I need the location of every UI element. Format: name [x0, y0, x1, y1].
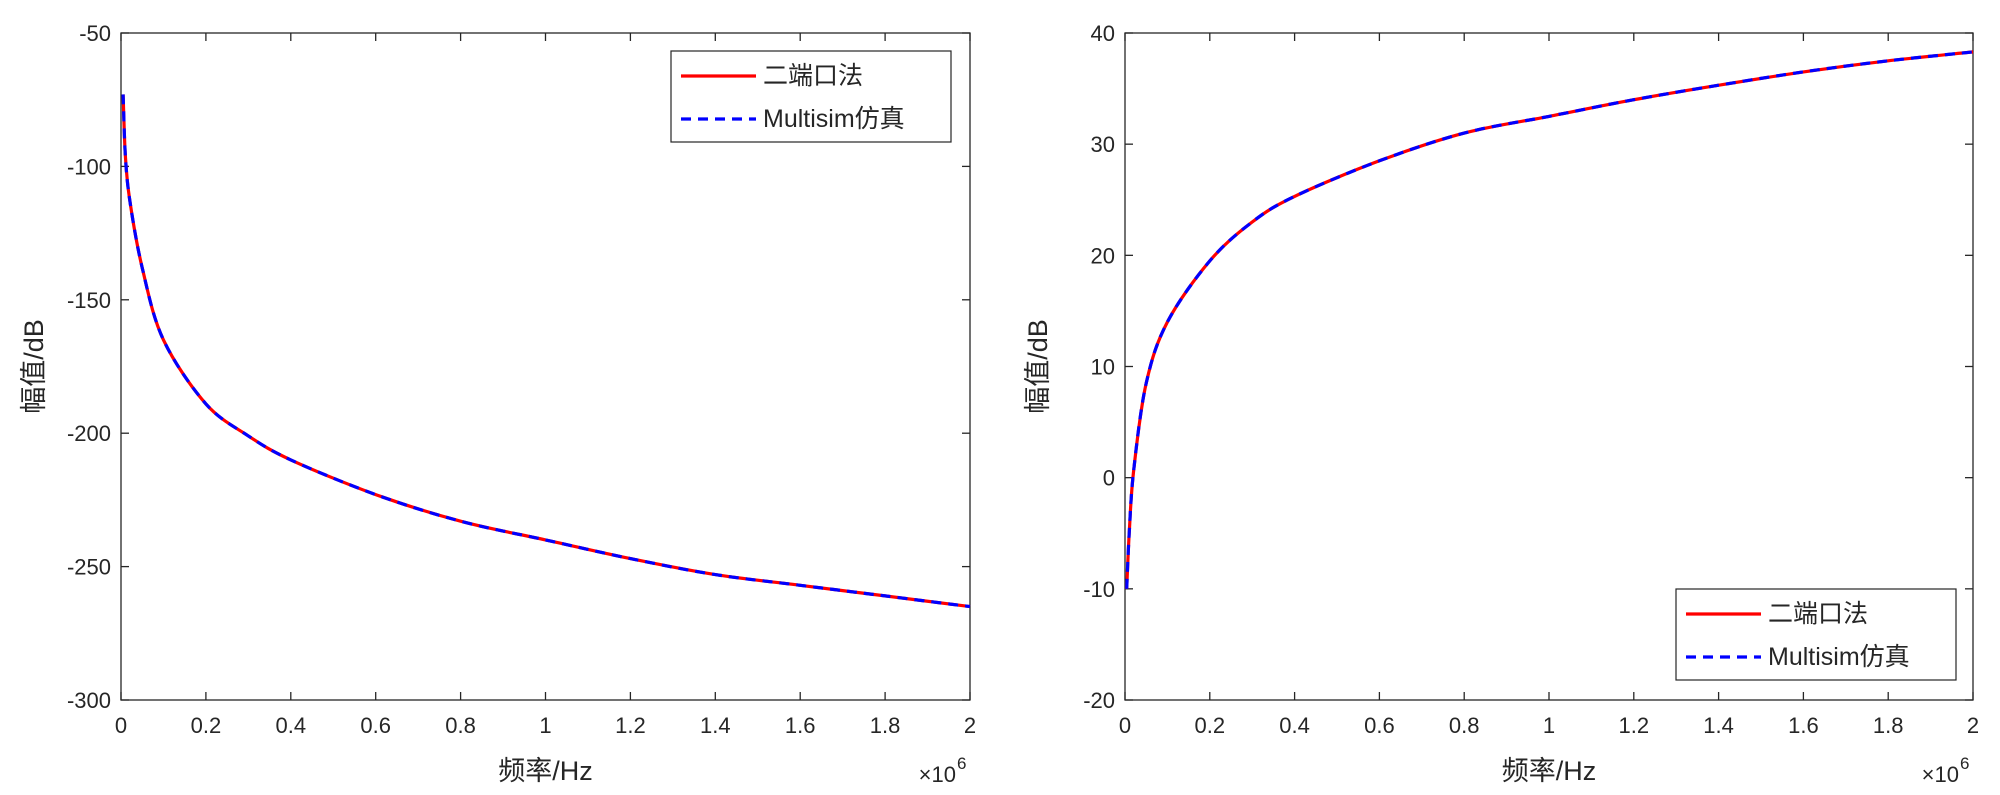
y-tick-label: -100 — [67, 154, 111, 179]
x-tick-label: 1.8 — [870, 713, 901, 738]
y-tick-label: 0 — [1103, 466, 1115, 491]
y-tick-label: -50 — [79, 21, 111, 46]
y-tick-label: -300 — [67, 688, 111, 713]
left-chart-panel: 0 0.2 0.4 0.6 0.8 1 1.2 1.4 1.6 1.8 2 -300 -250 -200 -… — [19, 21, 976, 787]
y-tick-label: -10 — [1083, 577, 1115, 602]
legend-label: Multisim仿真 — [1768, 643, 1910, 671]
x-axis-exponent: ×10 — [919, 762, 956, 787]
x-tick-label: 1 — [539, 713, 551, 738]
right-chart-panel: 0 0.2 0.4 0.6 0.8 1 1.2 1.4 1.6 1.8 2 -20 -10 0 10 20 30… — [1023, 21, 1979, 787]
x-axis-exponent-power: 6 — [957, 754, 966, 773]
x-tick-label: 0.6 — [1364, 713, 1395, 738]
y-tick-label: -150 — [67, 288, 111, 313]
legend: 二端口法 Multisim仿真 — [670, 50, 952, 143]
x-tick-label: 0.4 — [1279, 713, 1310, 738]
x-axis-label: 频率/Hz — [1502, 756, 1597, 786]
x-tick-label: 0 — [1119, 713, 1131, 738]
x-tick-label: 0.6 — [360, 713, 391, 738]
x-tick-label: 1.6 — [785, 713, 816, 738]
y-tick-label: 10 — [1091, 355, 1115, 380]
x-tick-label: 1 — [1543, 713, 1555, 738]
x-axis-exponent-power: 6 — [1960, 754, 1969, 773]
legend-label: 二端口法 — [1768, 600, 1868, 628]
x-tick-label: 0.8 — [445, 713, 476, 738]
y-tick-label: 20 — [1091, 243, 1115, 268]
y-axis-label: 幅值/dB — [19, 319, 49, 414]
y-axis-label: 幅值/dB — [1023, 319, 1053, 414]
y-tick-label: -250 — [67, 555, 111, 580]
y-tick-label: 30 — [1091, 132, 1115, 157]
x-tick-label: 1.2 — [615, 713, 646, 738]
x-tick-label: 1.2 — [1619, 713, 1650, 738]
x-tick-label: 0.8 — [1449, 713, 1480, 738]
y-tick-label: -200 — [67, 421, 111, 446]
x-tick-label: 0.4 — [276, 713, 307, 738]
x-tick-label: 0.2 — [1195, 713, 1226, 738]
x-tick-label: 1.4 — [1703, 713, 1734, 738]
x-axis-exponent: ×10 — [1922, 762, 1959, 787]
series-line-multisim — [121, 94, 971, 609]
legend-label: 二端口法 — [763, 62, 863, 90]
x-tick-label: 2 — [1967, 713, 1979, 738]
legend: 二端口法 Multisim仿真 — [1675, 588, 1957, 681]
y-tick-label: 40 — [1091, 21, 1115, 46]
x-tick-label: 0.2 — [191, 713, 222, 738]
x-axis-label: 频率/Hz — [498, 756, 593, 786]
y-tick-label: -20 — [1083, 688, 1115, 713]
x-tick-label: 1.6 — [1788, 713, 1819, 738]
x-tick-label: 2 — [964, 713, 976, 738]
legend-label: Multisim仿真 — [763, 105, 905, 133]
legend-box — [670, 50, 952, 143]
x-tick-label: 1.4 — [700, 713, 731, 738]
series-line-multisim — [1125, 50, 1974, 589]
x-tick-label: 0 — [115, 713, 127, 738]
x-tick-label: 1.8 — [1873, 713, 1904, 738]
legend-box — [1675, 588, 1957, 681]
